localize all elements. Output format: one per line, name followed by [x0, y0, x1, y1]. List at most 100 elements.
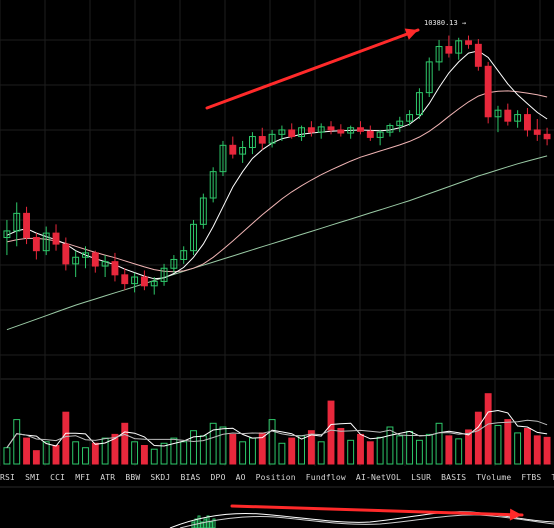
volume-bar	[366, 441, 374, 465]
candle-body	[327, 126, 335, 131]
downtrend-arrow-head	[509, 508, 522, 521]
chart-grid	[0, 0, 554, 380]
volume-bar	[455, 438, 463, 465]
candle-body	[140, 276, 148, 287]
indicator-tab-atr[interactable]: ATR	[100, 472, 116, 482]
volume-bar	[278, 442, 286, 465]
volume-average-lines	[6, 409, 548, 448]
indicator-tab-ai-netvol[interactable]: AI-NetVOL	[355, 472, 402, 482]
indicator-tab-lsur[interactable]: LSUR	[411, 472, 432, 482]
candle-body	[268, 133, 276, 144]
volume-bar	[524, 427, 531, 465]
volume-bar	[249, 437, 256, 465]
indicator-tab-bias[interactable]: BIAS	[180, 472, 201, 482]
candle-body	[82, 252, 89, 258]
volume-bar	[474, 411, 482, 465]
volume-bar	[327, 400, 335, 465]
candle-body	[298, 127, 306, 138]
candle-body	[170, 258, 178, 269]
candle-body	[13, 212, 21, 232]
indicator-tab-rsi[interactable]: RSI	[0, 472, 16, 482]
candle-body	[62, 243, 70, 265]
candle-body	[121, 274, 129, 285]
volume-bar	[62, 411, 70, 465]
volume-bar	[3, 447, 11, 465]
indicator-tab-smi[interactable]: SMI	[25, 472, 41, 482]
volume-bar	[465, 429, 472, 465]
candle-body	[101, 261, 109, 267]
volume-bar	[357, 433, 364, 465]
volume-panel-grid	[0, 380, 541, 466]
candle-body	[494, 109, 502, 118]
candle-body	[150, 280, 158, 287]
candlestick-series	[3, 35, 551, 295]
volume-bar	[72, 441, 80, 465]
volume-bar	[190, 430, 197, 465]
volume-bar	[140, 445, 148, 465]
candle-body	[42, 232, 50, 252]
volume-bar	[514, 432, 522, 465]
indicator-tab-basis[interactable]: BASIS	[441, 472, 467, 482]
candle-body	[484, 65, 492, 118]
volume-bar	[415, 439, 423, 465]
candle-body	[357, 127, 364, 132]
volume-bar	[121, 422, 129, 465]
candle-body	[229, 144, 237, 155]
volume-bar	[494, 425, 502, 465]
indicator-tab-dpo[interactable]: DPO	[210, 472, 226, 482]
volume-bar	[435, 422, 443, 465]
volume-ma-line	[6, 409, 548, 448]
indicator-tab-tvolume[interactable]: TVolume	[476, 472, 512, 482]
volume-bar	[288, 437, 296, 465]
indicator-tab-ao[interactable]: AO	[235, 472, 246, 482]
indicator-tab-ftbs[interactable]: FTBS	[521, 472, 542, 482]
volume-bar	[396, 435, 404, 465]
volume-bar	[150, 448, 158, 465]
volume-bar	[229, 433, 237, 465]
candle-body	[32, 237, 40, 252]
volume-bar	[347, 439, 355, 465]
candle-body	[347, 127, 355, 134]
candle-body	[376, 131, 384, 138]
candle-body	[23, 212, 31, 239]
indicator-tab-bbw[interactable]: BBW	[125, 472, 141, 482]
volume-bar	[239, 441, 247, 465]
sub-base-line	[179, 514, 554, 528]
sub-histogram-bar	[197, 515, 201, 528]
volume-bar	[42, 441, 50, 465]
moving-average-lines	[6, 50, 548, 331]
volume-bar	[209, 422, 217, 465]
sub-histogram-bar	[203, 518, 207, 528]
candle-body	[190, 223, 197, 252]
volume-bar	[111, 433, 119, 465]
indicator-tab-position[interactable]: Position	[255, 472, 296, 482]
volume-bar	[445, 435, 453, 465]
downtrend-arrow-shaft	[230, 504, 524, 517]
indicator-tab-cci[interactable]: CCI	[50, 472, 66, 482]
ma-mid-line	[6, 90, 548, 273]
candle-body	[307, 127, 315, 133]
uptrend-arrow-shaft	[205, 28, 420, 110]
volume-bar	[52, 445, 60, 465]
indicator-tab-mfi[interactable]: MFI	[75, 472, 91, 482]
candle-body	[386, 125, 394, 133]
candle-body	[288, 129, 296, 138]
indicator-tab-ttsi[interactable]: TTSI	[551, 473, 554, 482]
volume-bar	[386, 426, 394, 465]
volume-bar	[268, 419, 276, 465]
candle-body	[72, 256, 80, 265]
volume-bar	[484, 393, 492, 465]
indicator-tab-skdj[interactable]: SKDJ	[150, 472, 171, 482]
indicator-tab-fundflow[interactable]: Fundflow	[305, 472, 346, 482]
candle-body	[3, 230, 11, 239]
candle-body	[91, 252, 99, 267]
trend-annotation-arrows	[205, 28, 524, 521]
candle-body	[406, 114, 414, 122]
volume-bar	[317, 441, 325, 465]
candle-body	[474, 43, 482, 67]
volume-bar	[82, 447, 89, 465]
candle-body	[524, 114, 531, 131]
sub-histogram-bar	[209, 521, 213, 528]
candle-body	[317, 126, 325, 133]
volume-bars	[3, 393, 551, 465]
